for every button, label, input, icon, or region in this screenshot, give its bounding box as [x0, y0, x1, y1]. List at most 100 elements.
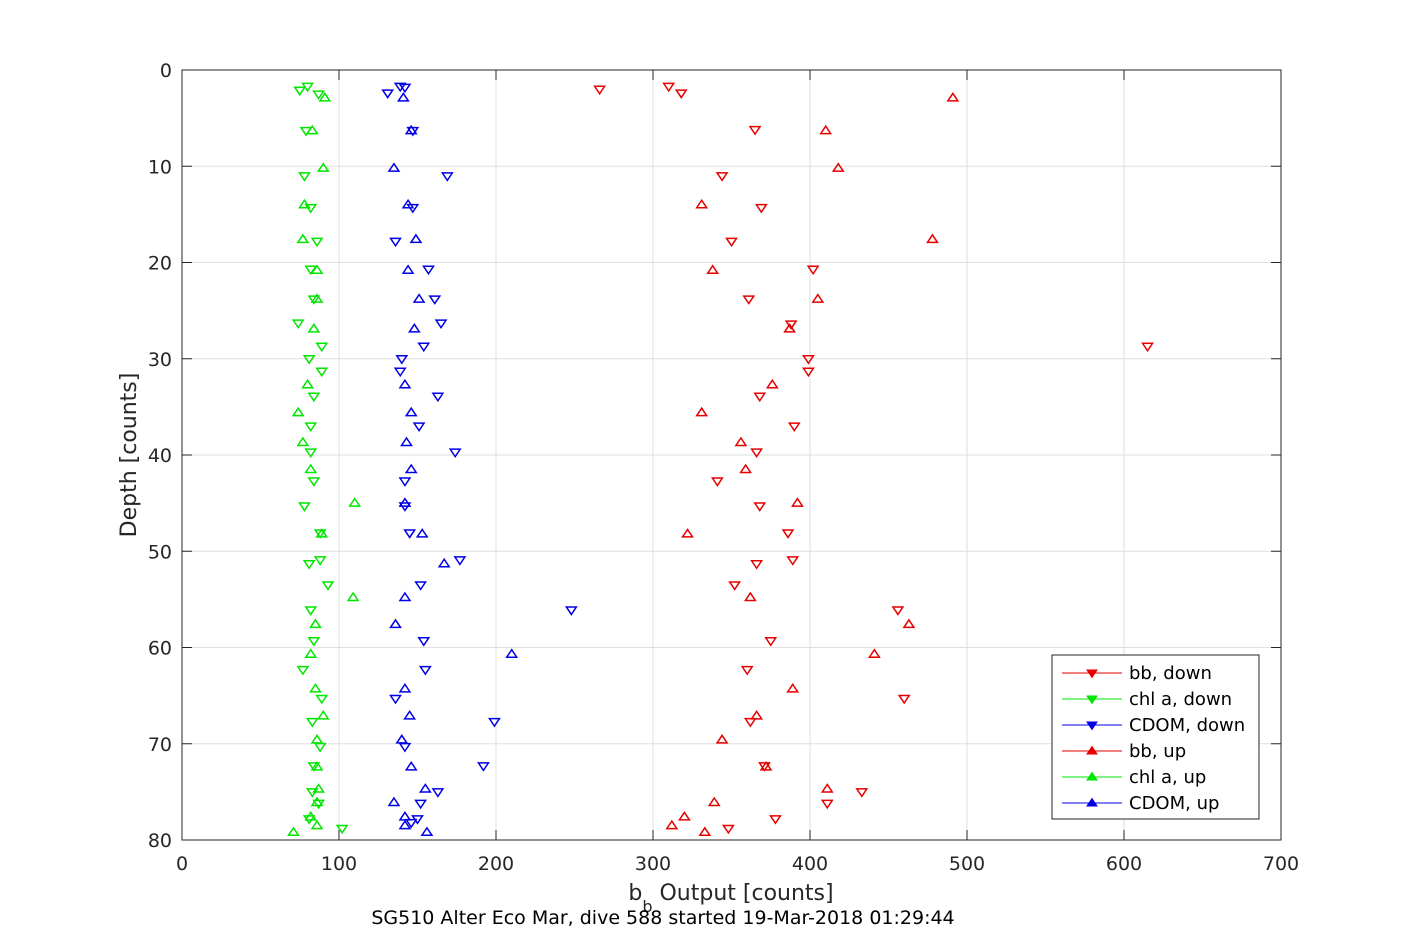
series-3-marker: [739, 463, 753, 474]
series-2-marker: [417, 342, 431, 353]
series-3-marker: [765, 378, 779, 389]
series-2-marker: [431, 788, 445, 798]
series-0-marker: [750, 560, 764, 570]
series-5-marker: [404, 406, 418, 417]
series-2-marker: [403, 529, 417, 539]
series-0-marker: [715, 172, 729, 182]
series-5-marker: [505, 648, 519, 658]
series-1-marker: [307, 295, 321, 305]
series-0-marker: [725, 237, 738, 248]
series-3-marker: [695, 406, 709, 417]
series-4-marker: [348, 497, 362, 507]
series-4-marker: [318, 92, 332, 102]
series-2-marker: [404, 818, 418, 829]
x-tick-label: 300: [635, 853, 671, 875]
series-2-marker: [389, 237, 402, 248]
series-2-marker: [564, 606, 578, 616]
series-1-marker: [301, 82, 315, 93]
series-4-marker: [301, 378, 315, 389]
series-0-marker: [897, 694, 911, 705]
series-1-marker: [313, 556, 327, 566]
series-2-marker: [418, 665, 432, 676]
legend-label: bb, down: [1129, 663, 1212, 684]
series-3-marker: [706, 264, 720, 274]
series-0-marker: [806, 265, 820, 276]
series-3-marker: [677, 811, 691, 821]
series-2-marker: [434, 319, 448, 329]
y-tick-label: 50: [148, 541, 172, 563]
series-5-marker: [404, 124, 418, 135]
series-4-marker: [310, 796, 324, 807]
series-2-marker: [414, 581, 428, 591]
series-3-marker: [759, 760, 773, 771]
series-0-marker: [593, 85, 607, 96]
y-tick-label: 70: [148, 734, 172, 756]
series-0-marker: [742, 295, 756, 305]
series-3-marker: [791, 497, 804, 507]
series-5-marker: [418, 783, 432, 793]
series-4-marker: [315, 528, 329, 538]
series-5-marker: [401, 264, 415, 274]
series-4-marker: [310, 734, 324, 744]
series-4-marker: [316, 709, 330, 720]
series-3-marker: [698, 826, 712, 837]
series-2-marker: [477, 762, 490, 772]
series-4-marker: [316, 162, 330, 172]
series-5-marker: [396, 92, 410, 102]
series-5-marker: [403, 709, 417, 720]
series-2-marker: [417, 637, 431, 647]
y-tick-label: 30: [148, 349, 172, 371]
series-3-marker: [867, 648, 881, 658]
legend-box: [1051, 654, 1260, 820]
legend-label: bb, up: [1129, 741, 1186, 762]
series-2-marker: [395, 355, 409, 365]
series-2-marker: [398, 477, 412, 487]
y-tick-label: 10: [148, 156, 172, 178]
series-5-marker: [398, 683, 412, 693]
series-1-marker: [304, 448, 318, 458]
y-tick-label: 60: [148, 638, 172, 660]
series-3-marker: [734, 436, 748, 447]
legend-marker: [1086, 721, 1098, 731]
legend-label: chl a, down: [1129, 689, 1232, 710]
series-1-marker: [310, 237, 324, 248]
series-1-marker: [321, 581, 335, 591]
series-1-marker: [296, 665, 310, 676]
series-3-marker: [820, 783, 834, 793]
legend-marker: [1086, 745, 1098, 755]
series-0-marker: [754, 203, 768, 214]
x-tick-label: 200: [478, 853, 514, 875]
series-2-marker: [412, 422, 426, 432]
series-4-marker: [309, 683, 322, 693]
series-5-marker: [437, 557, 451, 568]
x-tick-label: 700: [1263, 853, 1299, 875]
series-0-marker: [740, 665, 754, 676]
series-4-marker: [304, 811, 318, 821]
series-4-marker: [312, 783, 325, 793]
series-1-marker: [313, 529, 327, 539]
legend-marker: [1086, 669, 1098, 679]
series-4-marker: [307, 323, 321, 333]
series-2-marker: [428, 295, 442, 305]
series-0-marker: [787, 422, 801, 432]
series-2-marker: [453, 556, 467, 566]
series-1-marker: [304, 265, 318, 276]
legend-label: CDOM, down: [1129, 715, 1245, 736]
series-1-marker: [293, 86, 307, 97]
series-1-marker: [305, 717, 319, 728]
series-0-marker: [748, 125, 762, 136]
series-1-marker: [304, 606, 318, 616]
series-2-marker: [381, 89, 395, 99]
series-1-marker: [315, 342, 329, 353]
series-0-marker: [855, 788, 869, 798]
series-3-marker: [681, 528, 694, 538]
series-0-marker: [662, 82, 676, 93]
series-3-marker: [750, 709, 764, 720]
series-4-marker: [296, 436, 310, 447]
x-tick-label: 100: [321, 853, 357, 875]
series-0-marker: [743, 717, 757, 728]
series-5-marker: [400, 436, 413, 447]
x-tick-label: 0: [176, 853, 188, 875]
series-3-marker: [926, 233, 939, 244]
